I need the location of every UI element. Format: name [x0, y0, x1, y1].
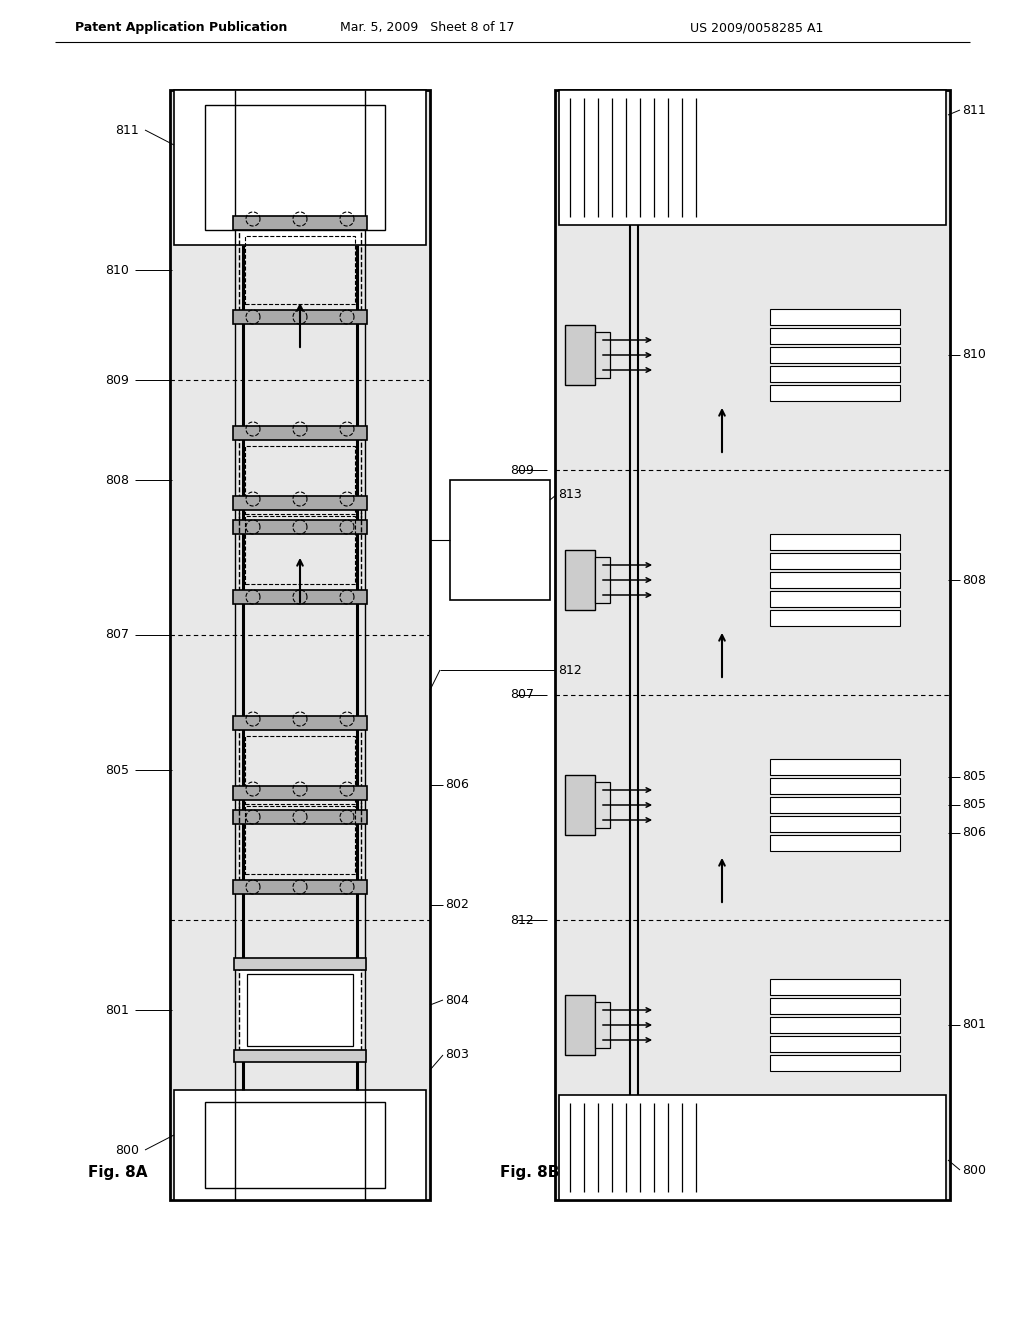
Text: 801: 801	[105, 1003, 129, 1016]
Text: Fig. 8A: Fig. 8A	[88, 1164, 147, 1180]
Bar	[245, 807, 355, 874]
Text: 811: 811	[115, 124, 138, 136]
Text: 805: 805	[962, 771, 986, 784]
Bar	[770, 1036, 900, 1052]
Bar	[595, 1002, 610, 1048]
Bar	[174, 1090, 426, 1200]
Bar	[233, 810, 367, 824]
Text: 812: 812	[510, 913, 534, 927]
Bar	[233, 520, 367, 535]
Text: 810: 810	[105, 264, 129, 276]
Bar	[174, 90, 426, 246]
Bar	[565, 995, 595, 1055]
Text: 800: 800	[962, 1163, 986, 1176]
Bar	[770, 610, 900, 626]
Bar	[770, 759, 900, 775]
Text: 808: 808	[962, 573, 986, 586]
Bar	[233, 496, 367, 510]
Text: US 2009/0058285 A1: US 2009/0058285 A1	[690, 21, 823, 34]
Bar	[770, 998, 900, 1014]
Bar	[565, 550, 595, 610]
Bar	[555, 90, 950, 1200]
Bar	[245, 446, 355, 513]
Text: 810: 810	[962, 348, 986, 362]
Bar	[770, 797, 900, 813]
Text: Fig. 8B: Fig. 8B	[500, 1164, 559, 1180]
Text: 809: 809	[510, 463, 534, 477]
Bar	[770, 1016, 900, 1034]
Bar	[770, 572, 900, 587]
Bar	[770, 553, 900, 569]
Text: 806: 806	[962, 826, 986, 840]
Text: 809: 809	[105, 374, 129, 387]
Bar	[233, 310, 367, 323]
Text: 804: 804	[445, 994, 469, 1006]
Text: 803: 803	[445, 1048, 469, 1061]
Bar	[770, 816, 900, 832]
Bar	[205, 1102, 385, 1188]
Text: 812: 812	[558, 664, 582, 676]
Bar	[770, 591, 900, 607]
Bar	[770, 777, 900, 795]
Bar	[239, 966, 361, 1053]
Bar	[233, 426, 367, 440]
Bar	[233, 785, 367, 800]
Text: 802: 802	[445, 899, 469, 912]
Text: 800: 800	[115, 1143, 139, 1156]
Text: Patent Application Publication: Patent Application Publication	[75, 21, 288, 34]
Bar	[595, 557, 610, 603]
Bar	[595, 781, 610, 828]
Text: 813: 813	[558, 488, 582, 502]
Bar	[245, 737, 355, 804]
Bar	[234, 958, 366, 970]
Bar	[595, 333, 610, 378]
Bar	[770, 979, 900, 995]
Text: 805: 805	[962, 799, 986, 812]
Bar	[770, 309, 900, 325]
Bar	[770, 327, 900, 345]
Text: 805: 805	[105, 763, 129, 776]
Bar	[245, 516, 355, 583]
Text: 801: 801	[962, 1019, 986, 1031]
Bar	[233, 216, 367, 230]
Bar	[170, 90, 430, 1200]
Bar	[559, 90, 946, 224]
Bar	[239, 796, 361, 884]
Bar	[239, 726, 361, 814]
Bar	[234, 1049, 366, 1063]
Bar	[770, 836, 900, 851]
Bar	[245, 236, 355, 304]
Bar	[233, 880, 367, 894]
Bar	[770, 347, 900, 363]
Bar	[559, 1096, 946, 1200]
Text: 808: 808	[105, 474, 129, 487]
Text: 807: 807	[105, 628, 129, 642]
Bar	[233, 715, 367, 730]
Text: Mar. 5, 2009   Sheet 8 of 17: Mar. 5, 2009 Sheet 8 of 17	[340, 21, 514, 34]
Bar	[770, 385, 900, 401]
Bar	[239, 226, 361, 314]
Bar	[770, 366, 900, 381]
Bar	[247, 974, 353, 1045]
Text: 806: 806	[445, 779, 469, 792]
Bar	[565, 775, 595, 836]
Bar	[233, 590, 367, 605]
Bar	[450, 480, 550, 601]
Text: 811: 811	[962, 103, 986, 116]
Bar	[239, 506, 361, 594]
Text: 807: 807	[510, 689, 534, 701]
Bar	[205, 106, 385, 230]
Bar	[770, 535, 900, 550]
Bar	[770, 1055, 900, 1071]
Bar	[565, 325, 595, 385]
Bar	[239, 436, 361, 524]
